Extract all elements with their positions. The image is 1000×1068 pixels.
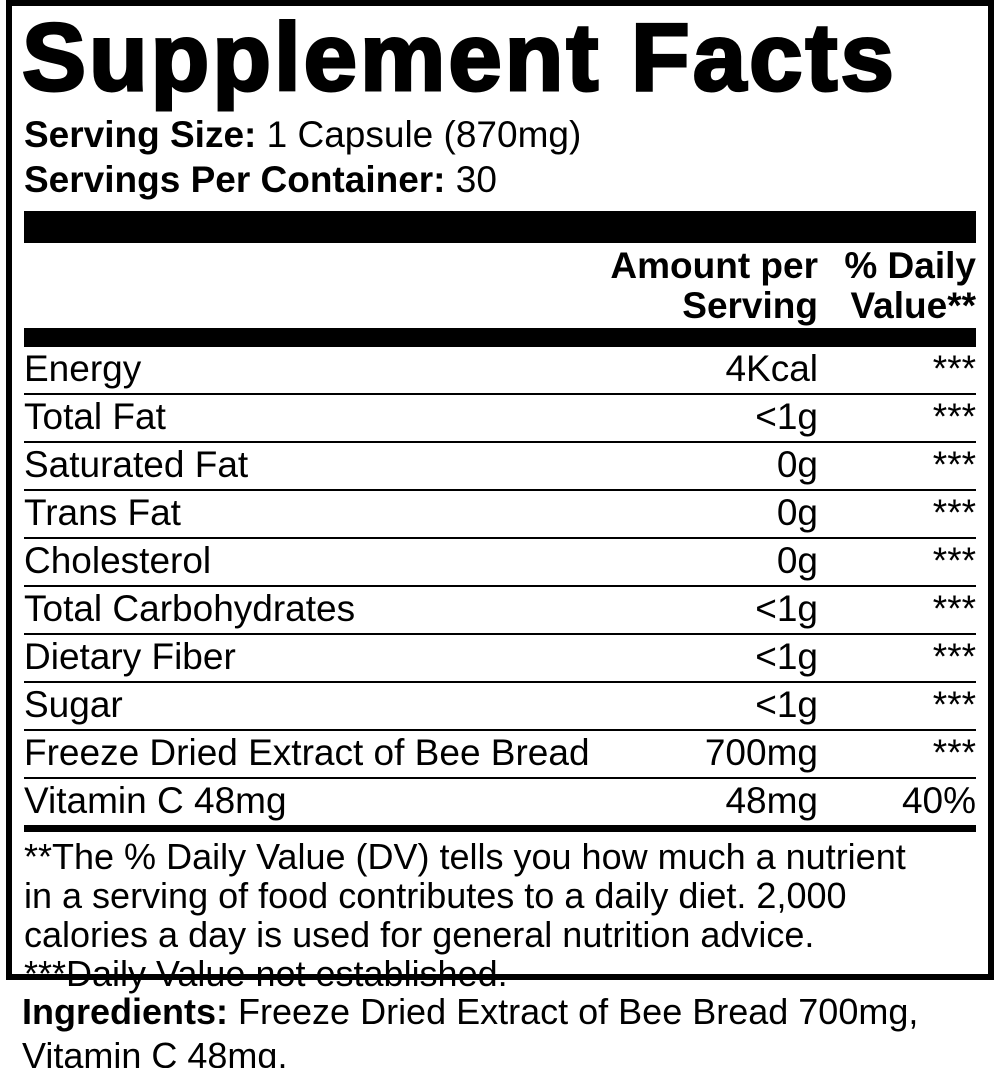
servings-per-container-label: Servings Per Container: <box>24 159 446 200</box>
table-column-headers: Amount per Serving % Daily Value** <box>24 243 976 328</box>
footnote-line: **The % Daily Value (DV) tells you how m… <box>24 836 906 877</box>
serving-size-label: Serving Size: <box>24 114 257 155</box>
row-amount: <1g <box>755 396 818 437</box>
row-amount: <1g <box>755 588 818 629</box>
table-row: Saturated Fat 0g *** <box>24 443 976 491</box>
separator-bar-header <box>24 328 976 347</box>
footnote-line: ***Daily Value not established. <box>24 953 508 994</box>
column-header-percent-daily-value: % Daily Value** <box>844 245 976 326</box>
row-label: Total Carbohydrates <box>24 588 356 629</box>
table-row: Cholesterol 0g *** <box>24 539 976 587</box>
supplement-facts-panel: Supplement Facts Serving Size: 1 Capsule… <box>6 0 994 993</box>
row-amount: 0g <box>776 444 818 485</box>
row-label: Cholesterol <box>24 540 212 581</box>
row-amount: 0g <box>776 492 818 533</box>
serving-size-line: Serving Size: 1 Capsule (870mg) <box>24 112 976 157</box>
row-amount: <1g <box>755 636 818 677</box>
row-label: Dietary Fiber <box>24 636 236 677</box>
row-amount: 4Kcal <box>725 348 818 389</box>
table-row: Vitamin C 48mg 48mg 40% <box>24 779 976 825</box>
column-header-amount-per-serving: Amount per Serving <box>610 245 818 326</box>
serving-info: Serving Size: 1 Capsule (870mg) Servings… <box>24 112 976 202</box>
row-label: Trans Fat <box>24 492 181 533</box>
separator-bar-top <box>24 211 976 243</box>
row-daily-value: *** <box>932 492 976 533</box>
row-daily-value: *** <box>932 444 976 485</box>
row-label: Sugar <box>24 684 123 725</box>
separator-bar-footnote <box>24 825 976 832</box>
serving-size-value: 1 Capsule (870mg) <box>266 114 582 155</box>
row-label: Saturated Fat <box>24 444 249 485</box>
row-daily-value: *** <box>932 732 976 773</box>
row-amount: 0g <box>776 540 818 581</box>
nutrition-table: Energy 4Kcal *** Total Fat <1g *** Satur… <box>24 347 976 825</box>
ingredients-label: Ingredients: <box>22 991 229 1032</box>
table-row: Total Carbohydrates <1g *** <box>24 587 976 635</box>
servings-per-container-line: Servings Per Container: 30 <box>24 157 976 202</box>
ingredients-text: Freeze Dried Extract of Bee Bread 700mg,… <box>22 991 919 1068</box>
table-row: Total Fat <1g *** <box>24 395 976 443</box>
panel-title: Supplement Facts <box>21 4 897 111</box>
row-daily-value: *** <box>932 684 976 725</box>
row-daily-value: *** <box>932 540 976 581</box>
row-label: Vitamin C 48mg <box>24 780 287 821</box>
row-daily-value: *** <box>932 348 976 389</box>
table-row: Dietary Fiber <1g *** <box>24 635 976 683</box>
row-label: Energy <box>24 348 142 389</box>
footnote-line: in a serving of food contributes to a da… <box>24 875 847 916</box>
row-label: Freeze Dried Extract of Bee Bread <box>24 732 590 773</box>
row-daily-value: 40% <box>901 780 976 821</box>
servings-per-container-value: 30 <box>455 159 497 200</box>
table-row: Energy 4Kcal *** <box>24 347 976 395</box>
ingredients: Ingredients: Freeze Dried Extract of Bee… <box>0 980 1000 1068</box>
row-amount: 48mg <box>725 780 818 821</box>
table-row: Freeze Dried Extract of Bee Bread 700mg … <box>24 731 976 779</box>
table-row: Trans Fat 0g *** <box>24 491 976 539</box>
footnote-line: calories a day is used for general nutri… <box>24 914 815 955</box>
row-daily-value: *** <box>932 396 976 437</box>
row-daily-value: *** <box>932 636 976 677</box>
table-row: Sugar <1g *** <box>24 683 976 731</box>
row-amount: 700mg <box>704 732 818 773</box>
row-daily-value: *** <box>932 588 976 629</box>
row-label: Total Fat <box>24 396 166 437</box>
row-amount: <1g <box>755 684 818 725</box>
footnote: **The % Daily Value (DV) tells you how m… <box>24 832 976 993</box>
